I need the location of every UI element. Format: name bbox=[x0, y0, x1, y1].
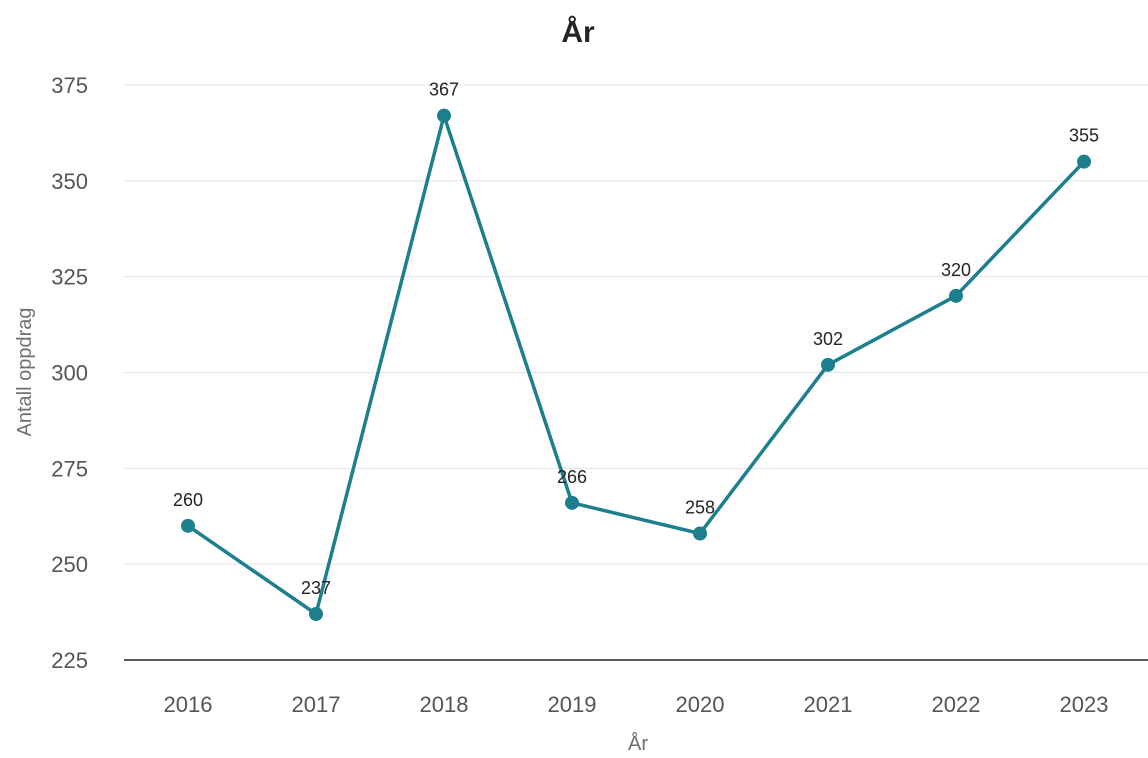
x-tick-label: 2018 bbox=[420, 692, 469, 717]
y-tick-label: 275 bbox=[51, 456, 88, 481]
data-labels: 260 237 367 266 258 302 320 355 bbox=[173, 80, 1099, 598]
data-point[interactable] bbox=[309, 607, 323, 621]
x-axis-label: År bbox=[628, 732, 648, 755]
data-points bbox=[181, 109, 1091, 621]
data-point[interactable] bbox=[565, 496, 579, 510]
y-tick-label: 250 bbox=[51, 552, 88, 577]
chart-title: År bbox=[561, 16, 595, 49]
y-tick-label: 225 bbox=[51, 648, 88, 673]
data-label: 260 bbox=[173, 490, 203, 510]
x-tick-label: 2019 bbox=[548, 692, 597, 717]
data-label: 367 bbox=[429, 80, 459, 100]
y-tick-label: 375 bbox=[51, 73, 88, 98]
data-label: 258 bbox=[685, 498, 715, 518]
data-point[interactable] bbox=[693, 527, 707, 541]
data-point[interactable] bbox=[437, 109, 451, 123]
gridlines bbox=[124, 85, 1148, 564]
x-axis-ticks: 2016 2017 2018 2019 2020 2021 2022 2023 bbox=[164, 692, 1109, 717]
series-line bbox=[188, 116, 1084, 614]
y-tick-label: 325 bbox=[51, 265, 88, 290]
data-label: 266 bbox=[557, 467, 587, 487]
x-tick-label: 2016 bbox=[164, 692, 213, 717]
data-label: 302 bbox=[813, 329, 843, 349]
data-label: 320 bbox=[941, 260, 971, 280]
data-point[interactable] bbox=[181, 519, 195, 533]
x-tick-label: 2022 bbox=[932, 692, 981, 717]
data-point[interactable] bbox=[949, 289, 963, 303]
data-point[interactable] bbox=[821, 358, 835, 372]
y-tick-label: 350 bbox=[51, 169, 88, 194]
y-axis-ticks: 225 250 275 300 325 350 375 bbox=[51, 73, 88, 673]
data-label: 355 bbox=[1069, 126, 1099, 146]
x-tick-label: 2020 bbox=[676, 692, 725, 717]
x-tick-label: 2017 bbox=[292, 692, 341, 717]
data-label: 237 bbox=[301, 578, 331, 598]
x-tick-label: 2023 bbox=[1060, 692, 1109, 717]
y-axis-label: Antall oppdrag bbox=[14, 308, 36, 437]
y-tick-label: 300 bbox=[51, 361, 88, 386]
x-tick-label: 2021 bbox=[804, 692, 853, 717]
data-point[interactable] bbox=[1077, 155, 1091, 169]
